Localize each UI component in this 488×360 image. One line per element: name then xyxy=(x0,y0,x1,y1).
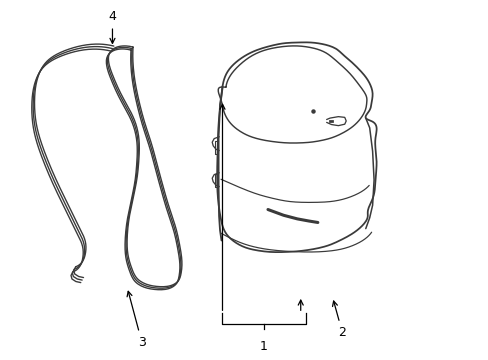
Text: 4: 4 xyxy=(108,10,116,43)
Text: 3: 3 xyxy=(127,291,145,348)
Text: 2: 2 xyxy=(332,301,346,339)
Text: 1: 1 xyxy=(260,340,267,353)
